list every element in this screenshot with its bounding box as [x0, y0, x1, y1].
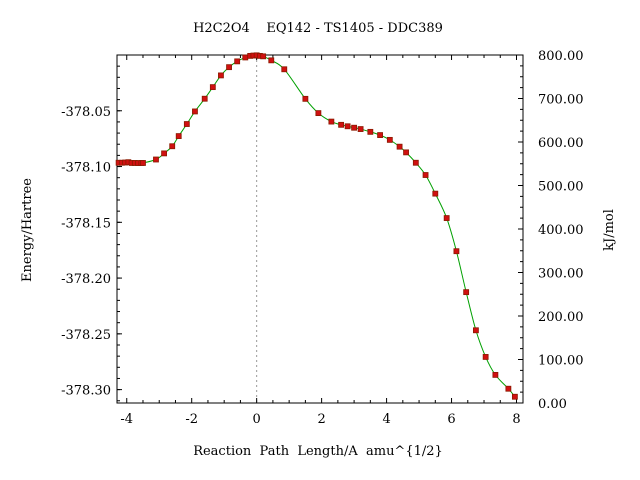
- data-point: [302, 95, 309, 102]
- y-tick-label: -378.25: [61, 328, 111, 343]
- plot-frame: [116, 54, 524, 404]
- x-tick-label: 2: [317, 412, 325, 427]
- data-point: [226, 64, 232, 71]
- x-axis: -4 -2 0 2 4 6 8: [120, 55, 521, 427]
- y2-tick-label: 200.00: [538, 310, 584, 325]
- data-point: [511, 393, 518, 400]
- data-point: [463, 289, 470, 296]
- y-tick-label: -378.15: [61, 216, 111, 231]
- data-point: [161, 150, 168, 157]
- data-point: [192, 108, 198, 115]
- data-point: [367, 128, 374, 135]
- y2-tick-label: 700.00: [538, 93, 584, 108]
- data-point: [377, 132, 383, 138]
- y-tick-label: -378.20: [61, 272, 111, 287]
- data-point: [492, 371, 499, 378]
- y2-tick-label: 300.00: [538, 267, 584, 282]
- y-axis-label: Energy/Hartree: [20, 178, 35, 282]
- y2-axis-label: kJ/mol: [602, 209, 617, 251]
- y2-tick-label: 0.00: [538, 397, 567, 412]
- x-tick-label: 4: [382, 412, 390, 427]
- y-tick-label: -378.30: [61, 384, 111, 399]
- x-axis-label: Reaction Path Length/A amu^{1/2}: [193, 444, 443, 459]
- data-point: [453, 248, 460, 255]
- data-point: [315, 110, 322, 117]
- data-point: [201, 95, 208, 102]
- data-point: [505, 385, 512, 392]
- x-tick-label: -2: [185, 412, 198, 427]
- data-point: [396, 143, 403, 150]
- chart-title: H2C2O4 EQ142 - TS1405 - DDC389: [193, 21, 443, 36]
- data-point: [412, 159, 419, 166]
- right-y-axis: 0.00 100.00 200.00 300.00 400.00 500.00 600.00…: [518, 49, 584, 412]
- data-point: [242, 54, 249, 61]
- y2-tick-label: 600.00: [538, 136, 584, 151]
- data-point: [472, 327, 479, 334]
- y2-tick-label: 500.00: [538, 180, 584, 195]
- left-y-axis: -378.05 -378.10 -378.15 -378.20 -378.25 -378.…: [61, 54, 122, 402]
- data-point: [260, 53, 267, 60]
- data-point: [281, 66, 288, 73]
- y2-tick-label: 400.00: [538, 223, 584, 238]
- data-point: [140, 160, 146, 166]
- y-tick-label: -378.05: [61, 105, 111, 120]
- data-point: [209, 84, 216, 91]
- data-point: [443, 215, 450, 221]
- series-line: [118, 54, 516, 398]
- data-point: [432, 190, 439, 197]
- data-point: [328, 118, 335, 125]
- data-point: [344, 123, 351, 130]
- data-point: [218, 72, 224, 79]
- data-point: [351, 124, 358, 131]
- data-point: [268, 57, 275, 64]
- data-point: [482, 354, 489, 360]
- data-point: [403, 149, 409, 156]
- data-point: [338, 121, 345, 128]
- x-tick-label: 0: [253, 412, 261, 427]
- data-point: [422, 172, 429, 178]
- x-tick-label: 6: [447, 412, 455, 427]
- data-point: [357, 126, 364, 132]
- x-tick-label: 8: [512, 412, 520, 427]
- data-point: [234, 58, 241, 65]
- data-point: [175, 133, 182, 139]
- energy-profile: [115, 52, 518, 400]
- y2-tick-label: 800.00: [538, 49, 584, 64]
- data-point: [183, 121, 190, 127]
- data-point: [169, 143, 176, 150]
- data-point: [386, 136, 393, 143]
- x-tick-label: -4: [120, 412, 133, 427]
- y2-tick-label: 100.00: [538, 354, 584, 369]
- y-tick-label: -378.10: [61, 161, 111, 176]
- data-point: [153, 156, 159, 163]
